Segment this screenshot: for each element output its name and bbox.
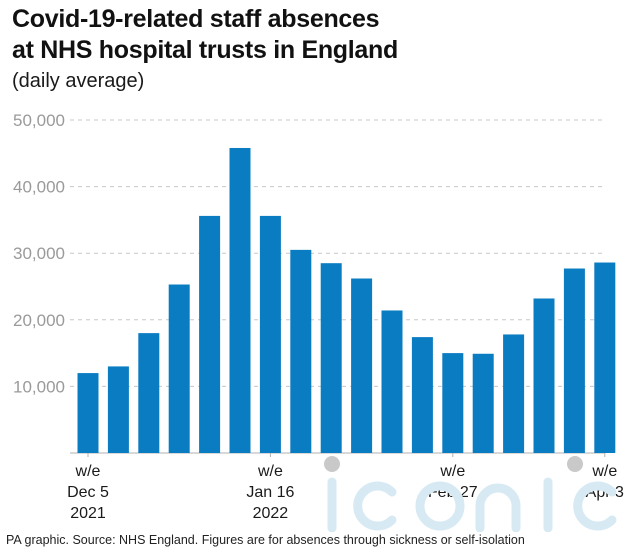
bar [563,268,585,453]
y-tick-label: 30,000 [13,244,65,263]
bar [442,353,464,453]
bar [381,310,403,453]
bar [229,147,251,454]
bars [77,147,616,454]
x-tick-label: w/e Dec 5 2021 [67,463,109,522]
bar [411,337,433,453]
bar [199,215,221,453]
watermark-logo [327,477,617,532]
footer-source-note: PA graphic. Source: NHS England. Figures… [6,533,525,547]
y-tick-label: 20,000 [13,311,65,330]
bar [533,298,555,453]
chart-title-line-2: at NHS hospital trusts in England [12,36,398,64]
bar [503,334,525,453]
bar [107,366,129,453]
marker-dot [324,456,340,472]
bar [290,249,312,453]
chart-title: Covid-19-related staff absences at NHS h… [12,4,632,66]
y-tick-label: 10,000 [13,377,65,396]
bar [259,215,281,453]
y-tick-label: 50,000 [13,111,65,130]
bar [138,333,160,453]
bar [320,263,342,453]
bar [168,284,190,453]
y-axis-tick-labels: 10,000 20,000 30,000 40,000 50,000 [13,111,65,396]
bar [594,262,616,453]
y-tick-label: 40,000 [13,178,65,197]
bar [77,373,99,453]
marker-dot [567,456,583,472]
x-tick-label: w/e Jan 16 2022 [246,463,294,522]
chart-subtitle: (daily average) [12,70,145,92]
bar [472,353,494,453]
bar [351,278,373,453]
chart-title-line-1: Covid-19-related staff absences [12,5,380,33]
